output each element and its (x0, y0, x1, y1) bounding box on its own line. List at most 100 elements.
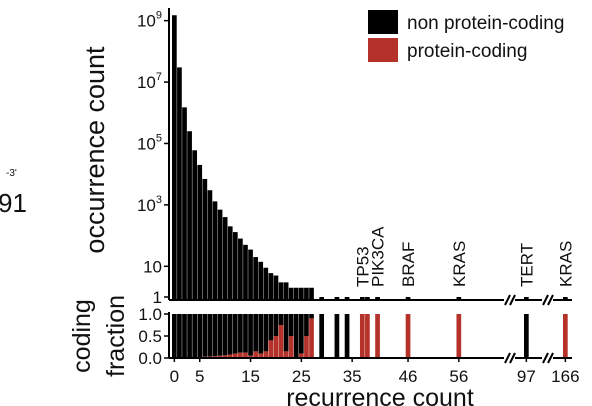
top-baseline (169, 294, 572, 306)
fraction-bar-noncoding (268, 314, 274, 341)
x-tick-label: 0 (170, 367, 179, 386)
legend-swatch (368, 38, 398, 62)
fraction-bar-coding (309, 318, 314, 358)
top-bar (222, 217, 228, 300)
x-tick-labels: 0 5 15 25 35 46 56 97 166 (170, 358, 580, 386)
fraction-bar-noncoding (248, 314, 253, 356)
fraction-bar-coding (273, 336, 279, 358)
x-axis-label: recurrence count (286, 384, 474, 406)
fraction-bar-noncoding (283, 314, 289, 352)
fraction-bar-noncoding (344, 314, 350, 358)
bottom-y-tick-label: 1.0 (138, 305, 162, 324)
fraction-bar-noncoding (253, 314, 258, 352)
fraction-bar-noncoding (309, 314, 314, 319)
fraction-bar-noncoding (238, 314, 243, 353)
top-bar (375, 297, 380, 300)
fraction-bar-coding (232, 353, 238, 358)
x-tick-label: 56 (449, 367, 468, 386)
fraction-bar-noncoding (288, 314, 294, 336)
fraction-bar-coding (238, 352, 243, 358)
bottom-bars (172, 314, 568, 358)
top-bar (232, 232, 238, 300)
fraction-bar-noncoding (299, 314, 304, 354)
fraction-bar-coding (563, 314, 568, 358)
fraction-bar-noncoding (263, 314, 269, 352)
bottom-axis-line-break (547, 352, 554, 364)
legend-label: non protein-coding (407, 13, 564, 34)
top-bar (334, 297, 340, 300)
top-axis-line-break (547, 294, 554, 306)
fraction-bar-noncoding (524, 314, 529, 358)
gene-label: KRAS (450, 241, 469, 287)
x-tick-label: 15 (241, 367, 260, 386)
top-bar (192, 150, 198, 300)
top-bar (524, 297, 529, 300)
fraction-bar-coding (227, 354, 233, 358)
gene-label: KRAS (556, 241, 575, 287)
fraction-bar-noncoding (222, 314, 228, 356)
top-y-tick-label: 103 (137, 194, 162, 215)
top-bar (212, 201, 218, 300)
top-y-tick-label: 105 (137, 132, 162, 153)
x-tick-label: 5 (195, 367, 204, 386)
fraction-bar-noncoding (212, 314, 218, 357)
top-bar (177, 67, 182, 300)
top-bar (253, 257, 258, 300)
bottom-axis-line-break (509, 352, 516, 364)
top-bar (227, 226, 233, 300)
top-bar (187, 131, 192, 300)
fraction-bar-noncoding (197, 314, 203, 358)
fraction-bar-noncoding (177, 314, 182, 358)
fraction-bar-coding (268, 340, 274, 358)
fraction-bar-noncoding (273, 314, 279, 336)
top-bar (207, 190, 213, 300)
top-bar (263, 267, 269, 300)
bottom-y-axis-label-line1: coding (68, 299, 96, 373)
fraction-bar-noncoding (227, 314, 233, 355)
top-bar (273, 275, 279, 300)
fraction-bar-coding (456, 314, 462, 358)
fraction-bar-coding (359, 314, 365, 358)
bottom-axis-line-break (504, 352, 511, 364)
top-axis-line-break (509, 294, 516, 306)
fraction-bar-noncoding (187, 314, 192, 358)
top-y-tick-label: 10 (143, 257, 162, 276)
top-bar (359, 297, 365, 300)
fraction-bar-coding (365, 314, 370, 358)
fraction-bar-noncoding (334, 314, 340, 358)
top-bar (344, 297, 350, 300)
fraction-bar-noncoding (172, 314, 177, 358)
top-bar (456, 297, 462, 300)
top-bar (563, 297, 568, 300)
top-bar (217, 209, 223, 300)
fraction-bar-noncoding (258, 314, 264, 354)
bottom-baseline (169, 352, 572, 364)
fraction-bar-coding (283, 351, 289, 358)
x-tick-label: 166 (551, 367, 579, 386)
bottom-y-axis-label-line2: fraction (102, 295, 130, 377)
fraction-bar-noncoding (202, 314, 208, 357)
top-bar (299, 287, 304, 300)
bottom-y-axis: 0.0 0.5 1.0 (138, 305, 170, 368)
top-y-tick-label: 1 (153, 288, 162, 307)
fraction-bar-coding (299, 353, 304, 358)
x-tick-label: 97 (517, 367, 536, 386)
fraction-bar-noncoding (293, 314, 299, 358)
fragment-number: 91 (0, 188, 27, 218)
fraction-bar-noncoding (207, 314, 213, 357)
top-bar (258, 261, 264, 300)
fraction-bar-noncoding (217, 314, 223, 356)
top-y-axis-label: occurrence count (80, 46, 110, 254)
top-bar (304, 287, 309, 300)
top-y-tick-label: 107 (137, 71, 162, 92)
x-tick-label: 35 (343, 367, 362, 386)
top-y-tick-label: 109 (137, 10, 162, 31)
top-bar (405, 297, 411, 300)
fraction-bar-coding (258, 353, 264, 358)
top-bar (278, 282, 284, 300)
top-bar (248, 249, 253, 300)
top-bar (182, 107, 187, 300)
x-tick-label: 46 (399, 367, 418, 386)
